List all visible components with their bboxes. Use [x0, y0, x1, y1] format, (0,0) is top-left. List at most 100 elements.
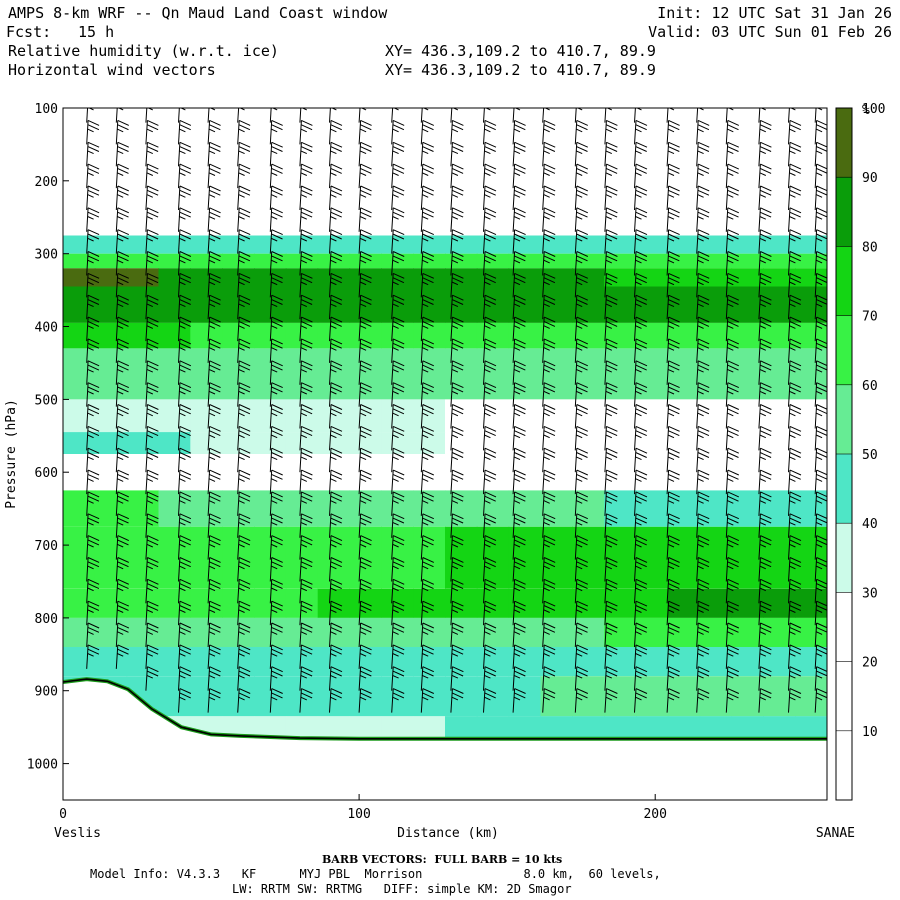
wind-barb [269, 469, 283, 495]
rh-band-cell [317, 399, 351, 433]
colorbar-segment [836, 523, 852, 593]
rh-band-cell [445, 617, 478, 647]
wind-barb [178, 557, 192, 582]
wind-barb [666, 185, 680, 211]
rh-band-cell [731, 617, 764, 647]
rh-band-cell [795, 526, 827, 589]
field-name-wind: Horizontal wind vectors [8, 61, 216, 79]
rh-band-cell [667, 432, 701, 454]
wind-barb [788, 425, 802, 451]
rh-band-cell [317, 432, 351, 454]
wind-barb [329, 338, 343, 363]
wind-barb [237, 491, 251, 516]
wind-barb [604, 688, 618, 713]
wind-barb [207, 272, 221, 298]
wind-barb [483, 600, 497, 626]
rh-band-cell [285, 588, 319, 618]
wind-barb [725, 404, 740, 429]
wind-barb [666, 535, 680, 560]
wind-barb [299, 382, 313, 407]
rh-band-cell [795, 588, 827, 618]
wind-barb [512, 316, 526, 342]
wind-barb [178, 294, 192, 320]
wind-barb [574, 622, 589, 648]
wind-barb [483, 360, 497, 385]
wind-barb [299, 119, 313, 145]
rh-band-cell [604, 526, 637, 589]
wind-barb [512, 469, 526, 495]
rh-band-cell [190, 322, 223, 349]
wind-barb [450, 425, 464, 451]
rh-band-cell [126, 617, 160, 647]
rh-band-cell [158, 676, 191, 717]
terrain [63, 677, 827, 800]
wind-barb [814, 207, 827, 232]
wind-barb [666, 338, 680, 363]
wind-barb [207, 578, 221, 604]
rh-band-cell [158, 268, 191, 287]
wind-barb [329, 108, 342, 123]
wind-barb [329, 469, 343, 495]
wind-barb [391, 469, 405, 495]
colorbar-segment [836, 246, 852, 316]
wind-barb [814, 251, 827, 276]
wind-barb [696, 119, 710, 145]
wind-barb [666, 163, 680, 189]
rh-band-cell [699, 253, 733, 269]
wind-barb [207, 108, 221, 123]
rh-band-cell [349, 286, 382, 323]
wind-barb [207, 185, 221, 211]
wind-barb [634, 360, 648, 385]
wind-barb [237, 557, 251, 582]
x-tick-label: 200 [643, 807, 666, 822]
wind-barb [758, 491, 772, 516]
wind-barb [391, 535, 405, 560]
valid-time: Valid: 03 UTC Sun 01 Feb 26 [648, 23, 892, 41]
wind-barb [420, 338, 435, 363]
wind-barb [542, 469, 556, 495]
wind-barb [483, 513, 497, 538]
wind-barb [358, 491, 372, 516]
rh-band-cell [126, 526, 160, 589]
wind-barb [450, 163, 464, 189]
rh-band-cell [158, 235, 191, 254]
rh-band-cell [604, 676, 637, 717]
wind-barb [450, 338, 464, 363]
wind-barb [512, 557, 526, 582]
rh-band-cell [63, 348, 96, 400]
wind-barb [450, 251, 464, 276]
wind-barb [86, 382, 100, 407]
wind-barb [542, 382, 556, 407]
wind-barb [574, 600, 589, 626]
rh-band-cell [572, 268, 605, 287]
rh-band-cell [158, 253, 191, 269]
wind-barb [450, 360, 464, 385]
wind-barb [207, 382, 221, 407]
wind-barb [666, 251, 680, 276]
rh-band-cell [572, 588, 605, 618]
wind-barb [666, 469, 680, 495]
rh-band-cell [699, 235, 733, 254]
wind-barb [178, 447, 192, 473]
wind-barb [450, 644, 464, 669]
wind-barb [329, 404, 343, 429]
wind-barb [358, 622, 372, 648]
wind-barb [542, 294, 556, 320]
rh-band-cell [126, 647, 160, 677]
wind-barb [299, 447, 313, 473]
wind-barb [450, 622, 464, 648]
rh-band-cell [381, 348, 414, 400]
wind-barb [178, 338, 192, 363]
wind-barb [269, 272, 283, 298]
wind-barb [269, 622, 283, 648]
wind-barb [604, 513, 618, 538]
wind-barb [391, 404, 405, 429]
rh-band-cell [63, 526, 96, 589]
wind-barb [86, 469, 100, 495]
wind-barb [329, 163, 343, 189]
rh-band-cell [445, 454, 478, 491]
wind-barb [788, 469, 802, 495]
wind-barb [115, 469, 130, 495]
wind-barb [604, 557, 618, 582]
